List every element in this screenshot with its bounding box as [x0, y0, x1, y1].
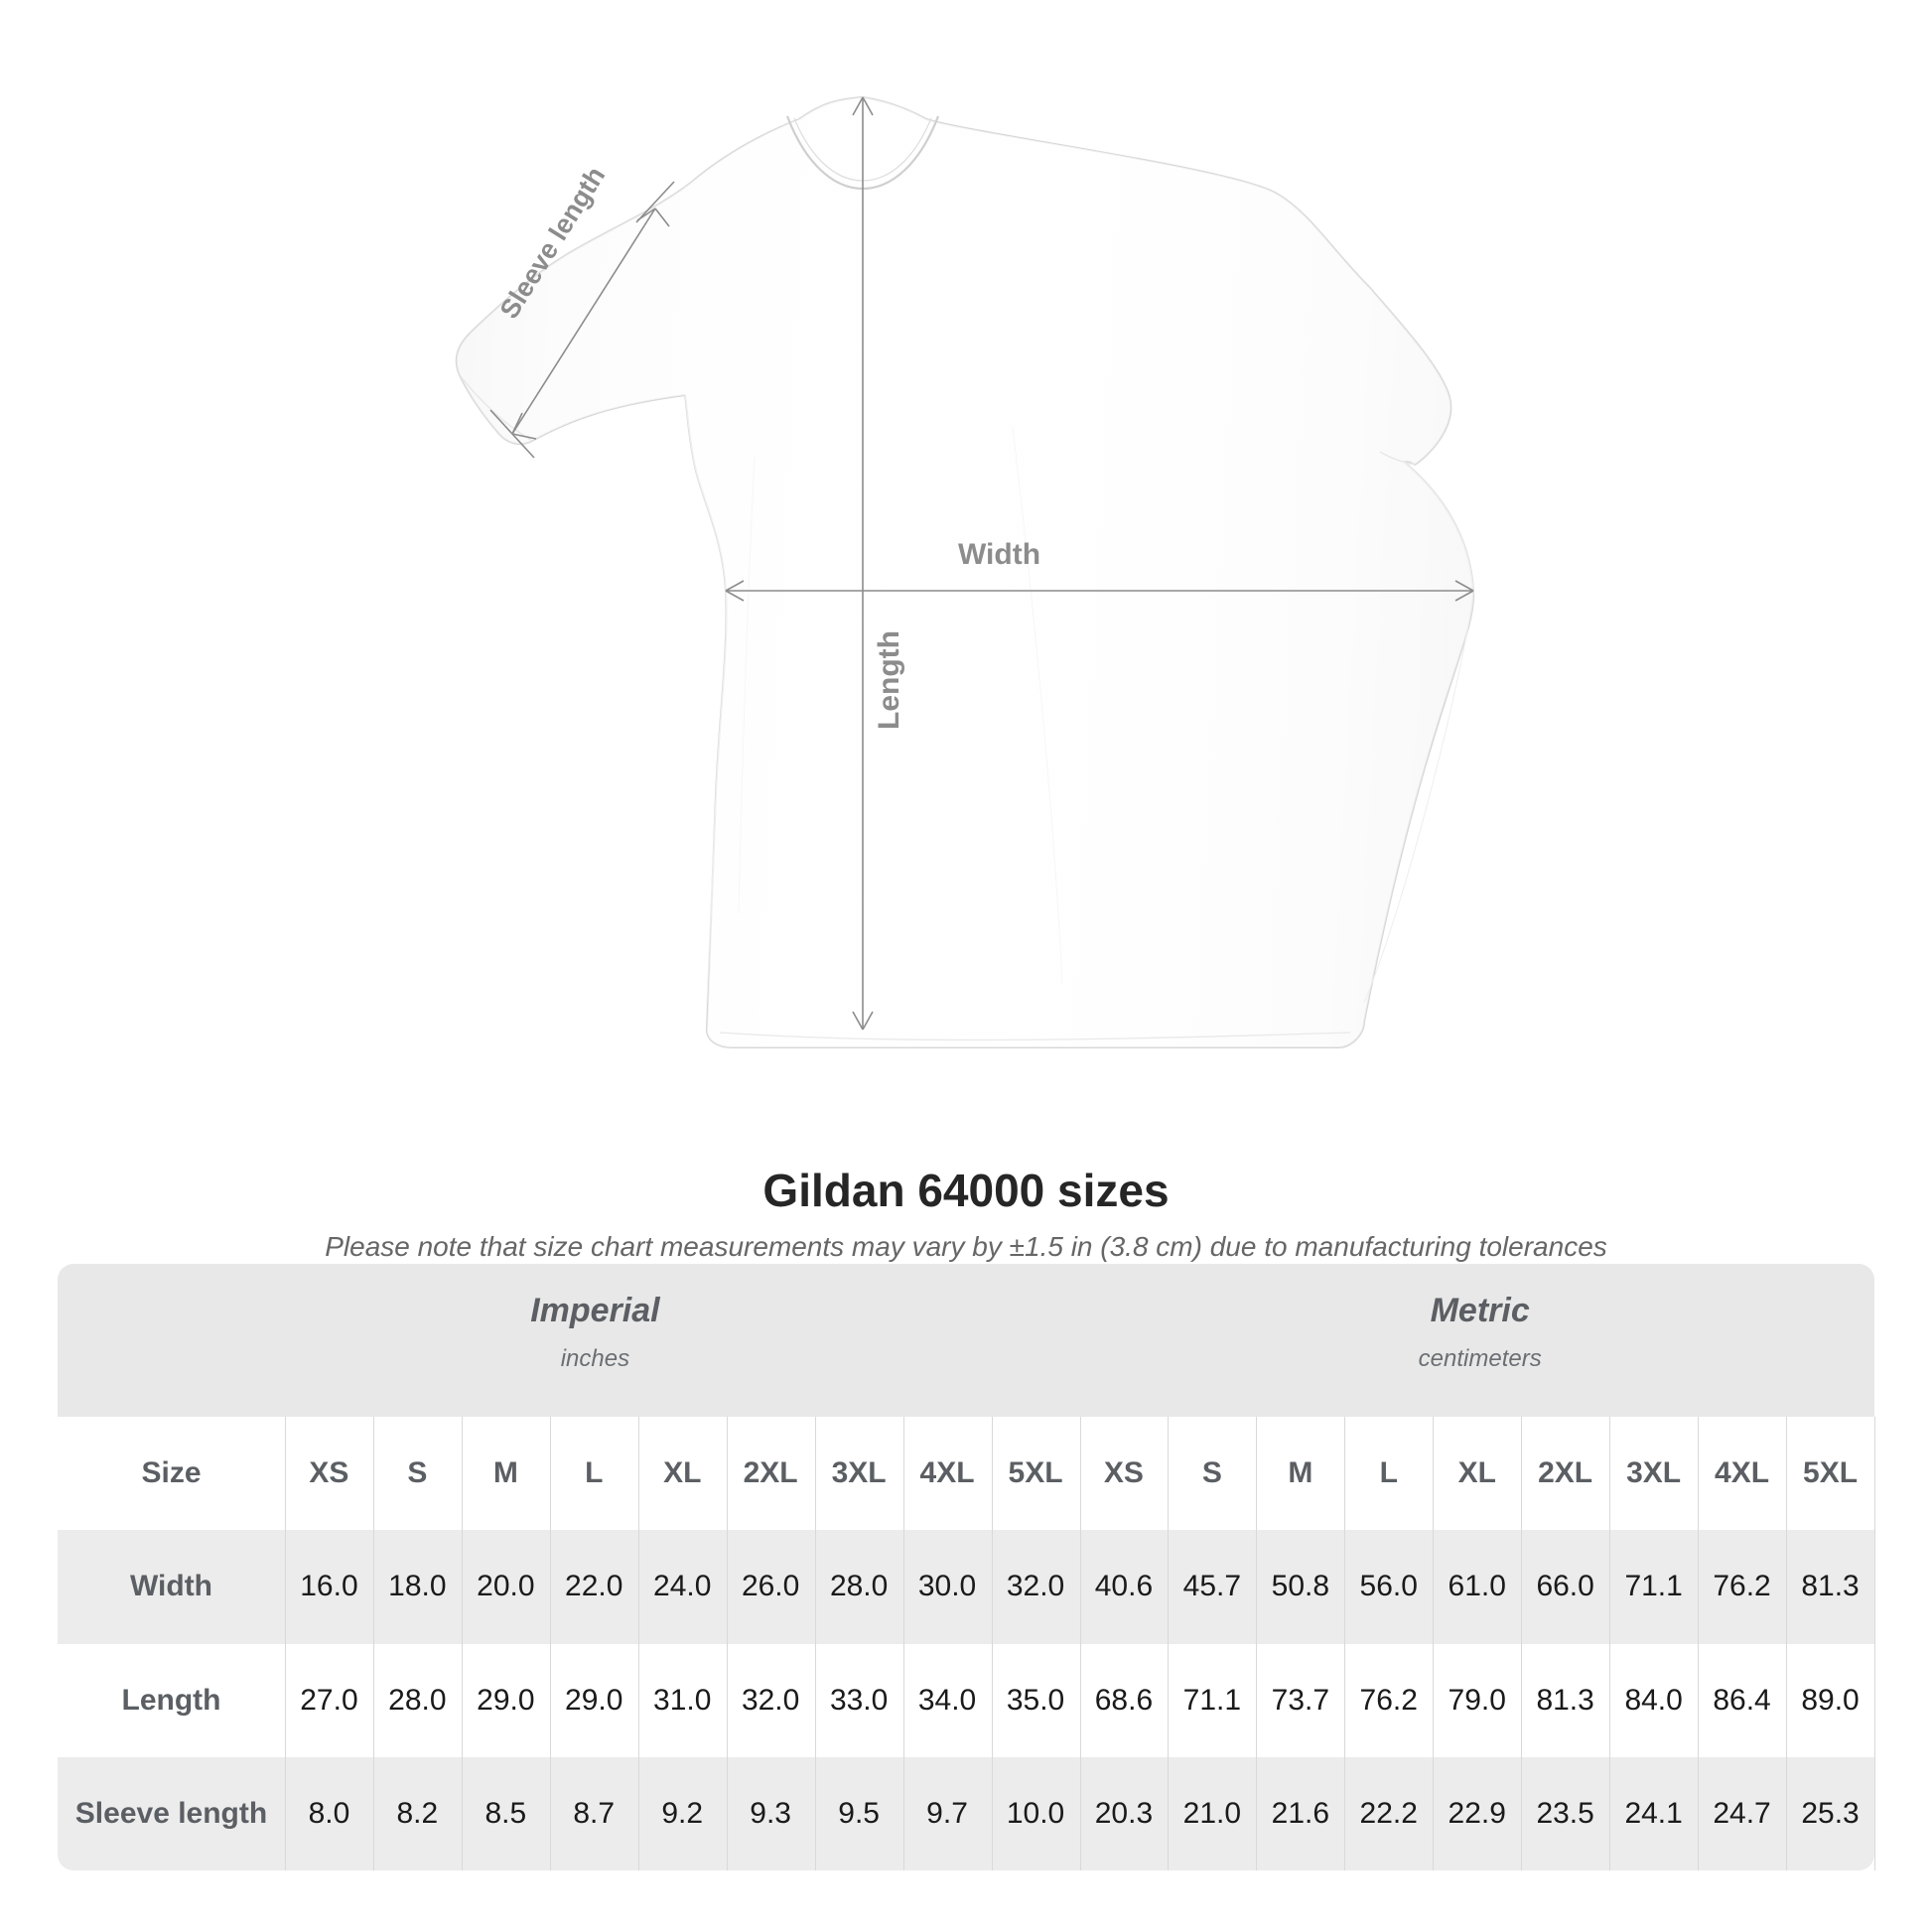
svg-text:Width: Width — [958, 538, 1040, 571]
svg-text:Length: Length — [873, 630, 905, 730]
